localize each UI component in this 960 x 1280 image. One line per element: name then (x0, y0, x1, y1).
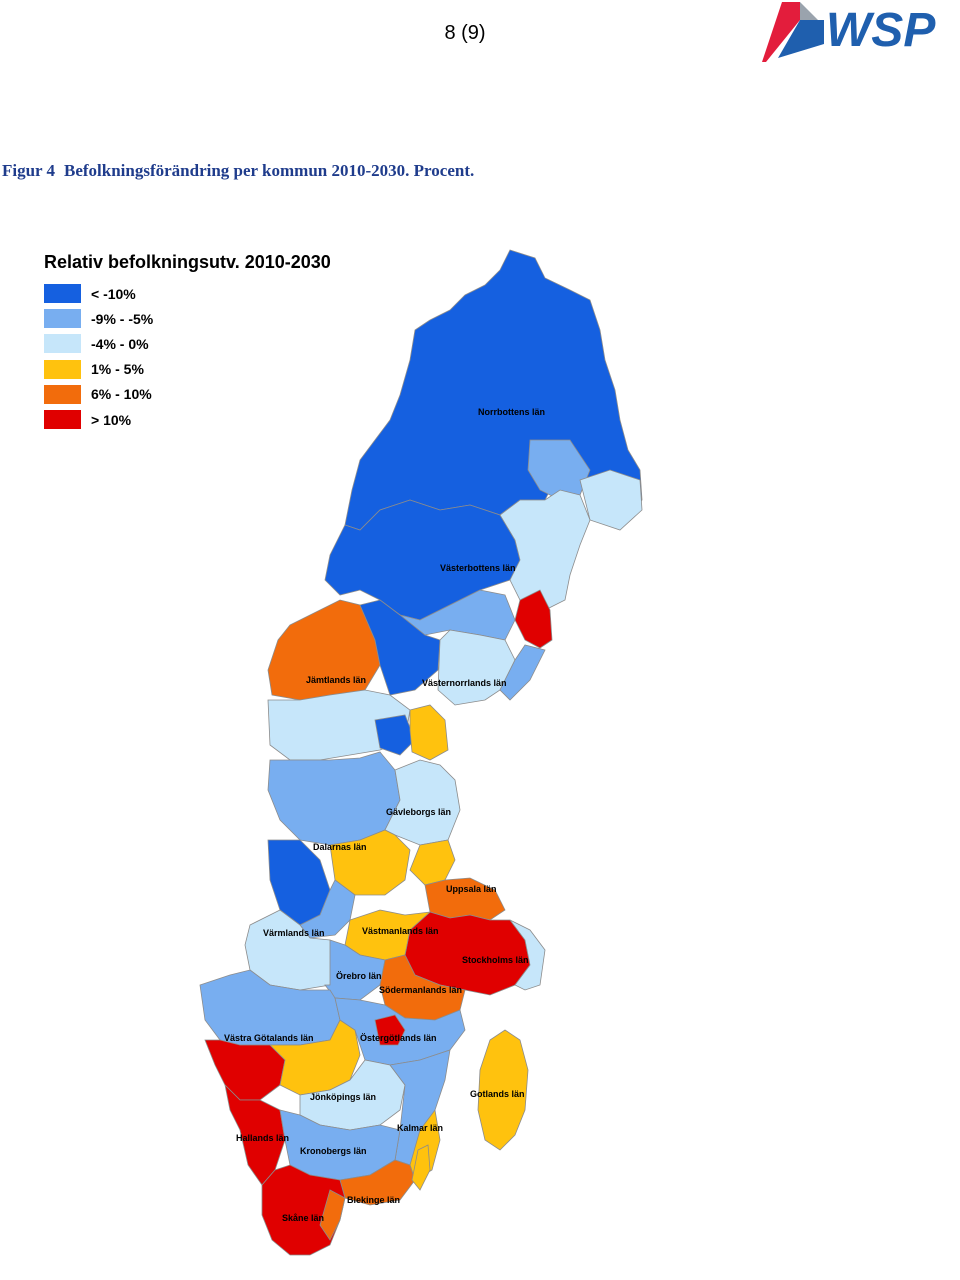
region-dalarna-north (267, 751, 401, 846)
legend-swatch (44, 309, 81, 329)
sweden-choropleth-map: Norrbottens län Västerbottens län Jämtla… (199, 249, 643, 1256)
county-label: Västernorrlands län (422, 678, 507, 688)
county-label: Norrbottens län (478, 407, 545, 417)
legend-item: -9% - -5% (44, 306, 331, 331)
county-label: Västra Götalands län (224, 1033, 314, 1043)
logo-mark-grey (800, 2, 818, 20)
county-label: Kalmar län (397, 1123, 443, 1133)
map-legend: Relativ befolkningsutv. 2010-2030 < -10%… (44, 252, 331, 432)
county-label: Västmanlands län (362, 926, 439, 936)
region-umea (514, 589, 553, 649)
county-label: Uppsala län (446, 884, 497, 894)
region-dalarna-mid (299, 879, 356, 939)
region-gotland (477, 1029, 529, 1151)
county-label: Stockholms län (462, 955, 529, 965)
figure-label: Figur 4 (2, 161, 56, 180)
legend-item: 1% - 5% (44, 357, 331, 382)
legend-swatch (44, 284, 81, 304)
county-label: Östergötlands län (360, 1033, 437, 1043)
county-label: Skåne län (282, 1213, 324, 1223)
legend-item: 6% - 10% (44, 382, 331, 407)
county-label: Jönköpings län (310, 1092, 376, 1102)
region-vasternorrland-coast (499, 644, 546, 701)
legend-item: -4% - 0% (44, 331, 331, 356)
region-orebro (324, 939, 386, 1001)
county-label: Hallands län (236, 1133, 289, 1143)
region-gavle (409, 839, 456, 886)
logo-text: WSP (826, 4, 936, 57)
region-vastra-gotaland-east (269, 1019, 361, 1096)
figure-caption: Figur 4 Befolkningsförändring per kommun … (2, 161, 474, 181)
region-vasterbotten-mid (399, 589, 516, 641)
legend-label: -4% - 0% (91, 335, 149, 352)
region-ange (374, 714, 416, 756)
county-label: Södermanlands län (379, 985, 462, 995)
county-label: Gävleborgs län (386, 807, 451, 817)
figure-title: Befolkningsförändring per kommun 2010-20… (64, 161, 475, 180)
legend-item: < -10% (44, 281, 331, 306)
county-label: Dalarnas län (313, 842, 367, 852)
legend-swatch (44, 359, 81, 379)
legend-label: 6% - 10% (91, 386, 152, 403)
region-skane-east (319, 1189, 346, 1241)
page-number: 8 (9) (444, 22, 486, 44)
region-sundsvall (409, 704, 449, 761)
wsp-logo: WSP (762, 2, 936, 62)
legend-title: Relativ befolkningsutv. 2010-2030 (44, 252, 331, 272)
legend-label: < -10% (91, 285, 136, 302)
legend-item: > 10% (44, 407, 331, 432)
county-label: Örebro län (336, 971, 382, 981)
region-vasterbotten-coast (499, 489, 591, 611)
county-label: Jämtlands län (306, 675, 366, 685)
region-stockholm-archipelago (509, 919, 546, 991)
legend-swatch (44, 384, 81, 404)
county-label: Kronobergs län (300, 1146, 367, 1156)
legend-label: > 10% (91, 411, 132, 428)
county-label: Värmlands län (263, 928, 325, 938)
region-oland (411, 1144, 431, 1191)
logo-mark-blue (778, 20, 824, 58)
legend-swatch (44, 410, 81, 430)
region-jamtland-east (359, 599, 441, 696)
logo-mark-red (762, 2, 800, 62)
county-label: Blekinge län (347, 1195, 400, 1205)
legend-label: 1% - 5% (91, 361, 144, 378)
region-gothenburg (204, 1039, 286, 1101)
legend-swatch (44, 334, 81, 354)
region-jamtland-west (267, 599, 381, 701)
region-linkoping (374, 1014, 406, 1046)
legend-label: -9% - -5% (91, 310, 154, 327)
county-label: Gotlands län (470, 1089, 525, 1099)
county-label: Västerbottens län (440, 563, 516, 573)
